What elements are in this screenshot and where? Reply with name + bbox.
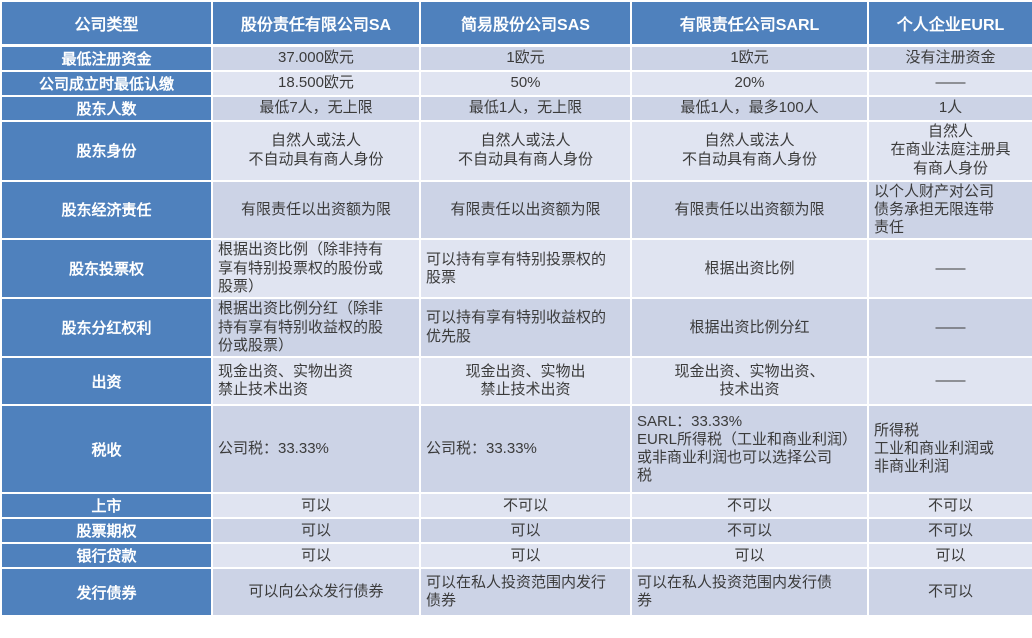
table-row-dividend-rights: 股东分红权利 根据出资比例分红（除非 持有享有特别收益权的股 份或股票） 可以持… — [0, 297, 1032, 359]
cell-eurl: 自然人 在商业法庭注册具 有商人身份 — [867, 119, 1032, 182]
row-label: 股票期权 — [0, 517, 213, 545]
cell-sarl: 根据出资比例分红 — [630, 297, 869, 359]
row-label: 股东投票权 — [0, 238, 213, 300]
row-label: 发行债券 — [0, 567, 213, 618]
cell-sa: 最低7人，无上限 — [211, 94, 421, 122]
cell-sas: 不可以 — [419, 492, 632, 520]
row-label: 银行贷款 — [0, 542, 213, 570]
cell-sa: 可以 — [211, 542, 421, 570]
cell-sas: 现金出资、实物出 禁止技术出资 — [419, 356, 632, 407]
cell-sa: 有限责任以出资额为限 — [211, 179, 421, 241]
cell-sarl: 不可以 — [630, 492, 869, 520]
cell-sa: 现金出资、实物出资 禁止技术出资 — [211, 356, 421, 407]
company-types-table: 公司类型 股份责任有限公司SA 简易股份公司SAS 有限责任公司SARL 个人企… — [0, 0, 1032, 618]
row-label: 上市 — [0, 492, 213, 520]
cell-sarl: 不可以 — [630, 517, 869, 545]
cell-eurl: 没有注册资金 — [867, 44, 1032, 72]
cell-eurl: 不可以 — [867, 492, 1032, 520]
header-row: 公司类型 股份责任有限公司SA 简易股份公司SAS 有限责任公司SARL 个人企… — [0, 0, 1032, 47]
cell-eurl: —— — [867, 356, 1032, 407]
table-row-voting-rights: 股东投票权 根据出资比例（除非持有 享有特别投票权的股份或 股票） 可以持有享有… — [0, 238, 1032, 300]
cell-eurl: —— — [867, 238, 1032, 300]
cell-sa: 自然人或法人 不自动具有商人身份 — [211, 119, 421, 182]
table-row-listing: 上市 可以 不可以 不可以 不可以 — [0, 492, 1032, 520]
table-row-shareholder-identity: 股东身份 自然人或法人 不自动具有商人身份 自然人或法人 不自动具有商人身份 自… — [0, 119, 1032, 182]
row-label: 税收 — [0, 404, 213, 495]
cell-sas: 最低1人，无上限 — [419, 94, 632, 122]
table-row-bond-issue: 发行债券 可以向公众发行债券 可以在私人投资范围内发行 债券 可以在私人投资范围… — [0, 567, 1032, 618]
cell-sa: 18.500欧元 — [211, 69, 421, 97]
cell-sas: 可以在私人投资范围内发行 债券 — [419, 567, 632, 618]
cell-sarl: 可以在私人投资范围内发行债 券 — [630, 567, 869, 618]
cell-eurl: 不可以 — [867, 517, 1032, 545]
cell-sarl: 自然人或法人 不自动具有商人身份 — [630, 119, 869, 182]
cell-sarl: 20% — [630, 69, 869, 97]
cell-eurl: —— — [867, 297, 1032, 359]
header-col-eurl: 个人企业EURL — [867, 0, 1032, 47]
cell-sas: 1欧元 — [419, 44, 632, 72]
header-col-sa: 股份责任有限公司SA — [211, 0, 421, 47]
cell-sarl: 最低1人，最多100人 — [630, 94, 869, 122]
cell-sas: 可以持有享有特别投票权的 股票 — [419, 238, 632, 300]
cell-eurl: 不可以 — [867, 567, 1032, 618]
row-label: 股东分红权利 — [0, 297, 213, 359]
cell-sas: 可以 — [419, 517, 632, 545]
cell-sa: 根据出资比例分红（除非 持有享有特别收益权的股 份或股票） — [211, 297, 421, 359]
cell-sarl: 根据出资比例 — [630, 238, 869, 300]
header-company-type: 公司类型 — [0, 0, 213, 47]
cell-sa: 可以 — [211, 517, 421, 545]
cell-sa: 根据出资比例（除非持有 享有特别投票权的股份或 股票） — [211, 238, 421, 300]
cell-eurl: 1人 — [867, 94, 1032, 122]
table-row-min-capital: 最低注册资金 37.000欧元 1欧元 1欧元 没有注册资金 — [0, 44, 1032, 72]
cell-sas: 可以持有享有特别收益权的 优先股 — [419, 297, 632, 359]
table-row-economic-liability: 股东经济责任 有限责任以出资额为限 有限责任以出资额为限 有限责任以出资额为限 … — [0, 179, 1032, 241]
cell-sas: 自然人或法人 不自动具有商人身份 — [419, 119, 632, 182]
cell-sarl: 1欧元 — [630, 44, 869, 72]
cell-eurl: —— — [867, 69, 1032, 97]
table-row-min-paid-in: 公司成立时最低认缴 18.500欧元 50% 20% —— — [0, 69, 1032, 97]
table-row-shareholder-count: 股东人数 最低7人，无上限 最低1人，无上限 最低1人，最多100人 1人 — [0, 94, 1032, 122]
cell-sas: 有限责任以出资额为限 — [419, 179, 632, 241]
row-label: 公司成立时最低认缴 — [0, 69, 213, 97]
header-col-sarl: 有限责任公司SARL — [630, 0, 869, 47]
row-label: 最低注册资金 — [0, 44, 213, 72]
table-row-contribution: 出资 现金出资、实物出资 禁止技术出资 现金出资、实物出 禁止技术出资 现金出资… — [0, 356, 1032, 407]
row-label: 股东身份 — [0, 119, 213, 182]
table-row-stock-options: 股票期权 可以 可以 不可以 不可以 — [0, 517, 1032, 545]
cell-eurl: 以个人财产对公司 债务承担无限连带 责任 — [867, 179, 1032, 241]
table-row-taxation: 税收 公司税：33.33% 公司税：33.33% SARL：33.33% EUR… — [0, 404, 1032, 495]
cell-sarl: SARL：33.33% EURL所得税（工业和商业利润） 或非商业利润也可以选择… — [630, 404, 869, 495]
cell-eurl: 所得税 工业和商业利润或 非商业利润 — [867, 404, 1032, 495]
cell-sas: 公司税：33.33% — [419, 404, 632, 495]
row-label: 股东经济责任 — [0, 179, 213, 241]
cell-sa: 公司税：33.33% — [211, 404, 421, 495]
row-label: 出资 — [0, 356, 213, 407]
header-col-sas: 简易股份公司SAS — [419, 0, 632, 47]
cell-sa: 37.000欧元 — [211, 44, 421, 72]
table-row-bank-loan: 银行贷款 可以 可以 可以 可以 — [0, 542, 1032, 570]
cell-sarl: 有限责任以出资额为限 — [630, 179, 869, 241]
cell-sa: 可以 — [211, 492, 421, 520]
cell-sas: 50% — [419, 69, 632, 97]
row-label: 股东人数 — [0, 94, 213, 122]
cell-sarl: 现金出资、实物出资、 技术出资 — [630, 356, 869, 407]
cell-sarl: 可以 — [630, 542, 869, 570]
cell-sas: 可以 — [419, 542, 632, 570]
cell-eurl: 可以 — [867, 542, 1032, 570]
cell-sa: 可以向公众发行债券 — [211, 567, 421, 618]
